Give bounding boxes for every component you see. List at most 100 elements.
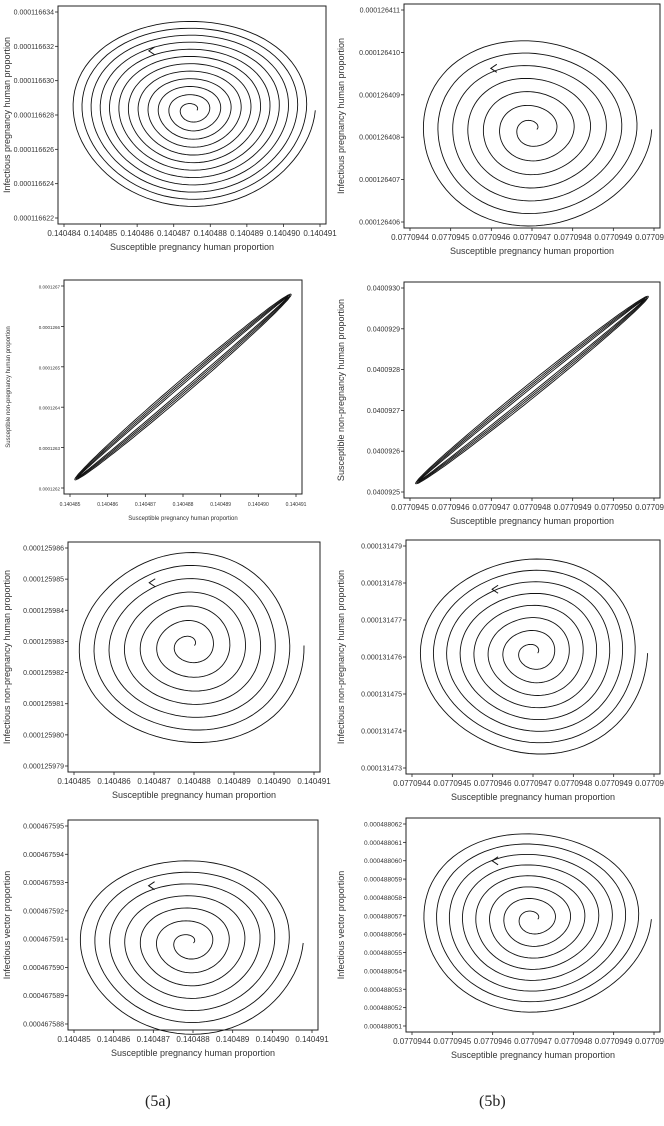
- x-tick-label: 0.140487: [137, 1035, 171, 1044]
- direction-arrow: [491, 856, 499, 866]
- y-tick-label: 0.000126410: [359, 50, 400, 57]
- x-tick-label: 0.0770944: [393, 1037, 431, 1046]
- y-tick-label: 0.000131474: [361, 729, 402, 736]
- y-tick-label: 0.000125980: [23, 732, 64, 739]
- y-tick-label: 0.000116624: [14, 181, 54, 188]
- phase-plot-r0c1-svg: 0.0770944 0.0770945 0.0770946 0.0770947 0.07…: [336, 3, 664, 256]
- trajectory-curve: [422, 40, 653, 227]
- x-tick-label: 0.0770948: [554, 233, 592, 242]
- y-tick-label: 0.000467591: [23, 937, 64, 944]
- y-tick-label: 0.000125984: [23, 608, 64, 615]
- phase-plot-r3c1-svg: 0.0770944 0.0770945 0.0770946 0.0770947 0.07…: [336, 817, 664, 1060]
- trajectory-loop: [415, 295, 649, 485]
- y-axis-label: Infectious vector proportion: [336, 871, 346, 980]
- y-tick-label: 0.000488052: [364, 1005, 402, 1012]
- direction-arrow: [491, 584, 499, 594]
- y-tick-label: 0.000116628: [14, 113, 54, 120]
- y-axis-label: Infectious pregnancy human proportion: [2, 37, 12, 193]
- direction-arrow: [147, 46, 156, 56]
- y-tick-label: 0.000131477: [361, 618, 402, 625]
- y-tick-label: 0.0001262: [39, 487, 61, 492]
- trajectory-loop: [419, 299, 645, 481]
- x-tick-label: 0.0770950: [635, 1037, 664, 1046]
- x-tick-label: 0.0770948: [554, 1037, 592, 1046]
- x-tick-label: 0.0770946: [474, 1037, 512, 1046]
- y-tick-label: 0.000131475: [361, 692, 402, 699]
- y-tick-label: 0.000467588: [23, 1022, 64, 1029]
- x-tick-label: 0.0770950: [594, 503, 632, 512]
- x-tick-label: 0.140486: [120, 229, 154, 238]
- y-tick-label: 0.000131479: [361, 544, 402, 551]
- trajectory-loop: [418, 297, 646, 483]
- y-tick-label: 0.000488051: [364, 1024, 402, 1031]
- trajectory-loop: [416, 296, 648, 484]
- y-tick-label: 0.000488058: [364, 895, 402, 902]
- phase-plot-r2c1-svg: 0.0770944 0.0770945 0.0770946 0.0770947 0.07…: [336, 539, 664, 802]
- y-tick-label: 0.000488059: [364, 877, 402, 884]
- phase-plot-r3c0-svg: 0.140485 0.140486 0.140487 0.140488 0.140489…: [2, 819, 329, 1058]
- x-tick-label: 0.0770944: [391, 233, 429, 242]
- y-tick-label: 0.0400927: [367, 408, 400, 415]
- y-axis-label: Susceptible non-pregnancy human proporti…: [336, 299, 346, 481]
- plot-frame: [403, 281, 661, 499]
- y-axis-label: Infectious vector proportion: [2, 871, 12, 980]
- trajectory-curve: [419, 558, 649, 755]
- x-tick-label: 0.0770945: [433, 1037, 471, 1046]
- phase-plot-r0c1: 0.0770944 0.0770945 0.0770946 0.0770947 0.07…: [334, 0, 664, 262]
- y-tick-label: 0.000125985: [23, 577, 64, 584]
- trajectory-loop: [74, 293, 292, 481]
- trajectory-curve: [72, 20, 316, 207]
- phase-plot-r2c0: 0.140485 0.140486 0.140487 0.140488 0.140489…: [0, 536, 331, 808]
- direction-arrow: [147, 881, 155, 891]
- y-tick-label: 0.000125981: [23, 701, 64, 708]
- x-tick-label: 0.140491: [303, 229, 337, 238]
- x-tick-label: 0.140485: [60, 502, 81, 508]
- x-axis-label: Susceptible pregnancy human proportion: [450, 516, 614, 526]
- y-tick-label: 0.000131473: [361, 766, 402, 773]
- y-tick-label: 0.000125982: [23, 670, 64, 677]
- x-tick-label: 0.0770946: [432, 503, 470, 512]
- phase-plot-r2c0-svg: 0.140485 0.140486 0.140487 0.140488 0.140489…: [2, 541, 331, 800]
- x-tick-label: 0.0770946: [474, 779, 512, 788]
- y-tick-label: 0.000116634: [14, 10, 54, 17]
- x-tick-label: 0.140488: [194, 229, 228, 238]
- x-axis-label: Susceptible pregnancy human proportion: [112, 790, 276, 800]
- x-tick-label: 0.140490: [256, 1035, 290, 1044]
- x-axis-label: Susceptible pregnancy human proportion: [128, 516, 237, 522]
- trajectory-curve: [79, 860, 304, 1035]
- phase-plot-r3c1: 0.0770944 0.0770945 0.0770946 0.0770947 0.07…: [334, 814, 664, 1066]
- x-tick-label: 0.0770945: [432, 233, 470, 242]
- x-tick-label: 0.0770948: [513, 503, 551, 512]
- x-tick-label: 0.0770951: [635, 503, 664, 512]
- direction-arrow: [148, 578, 156, 588]
- x-tick-label: 0.0770949: [594, 233, 632, 242]
- trajectory-loop: [77, 295, 289, 479]
- y-tick-label: 0.000116622: [14, 216, 54, 223]
- x-tick-label: 0.140489: [210, 502, 231, 508]
- plot-frame: [403, 3, 661, 229]
- y-tick-label: 0.0001264: [39, 406, 61, 411]
- x-tick-label: 0.0770948: [554, 779, 592, 788]
- y-tick-label: 0.000126411: [360, 8, 400, 15]
- x-tick-label: 0.140485: [57, 1035, 91, 1044]
- y-tick-label: 0.000488060: [364, 858, 402, 865]
- plot-frame: [57, 5, 327, 225]
- x-axis-label: Susceptible pregnancy human proportion: [110, 242, 274, 252]
- x-tick-label: 0.140488: [173, 502, 194, 508]
- phase-plot-r1c1-svg: 0.0770945 0.0770946 0.0770947 0.0770948 0.07…: [336, 281, 664, 526]
- y-tick-label: 0.0001266: [39, 325, 61, 330]
- y-tick-label: 0.0001267: [39, 285, 61, 290]
- y-tick-label: 0.0400928: [367, 367, 400, 374]
- x-tick-label: 0.140485: [84, 229, 118, 238]
- x-tick-label: 0.140490: [257, 777, 291, 786]
- x-tick-label: 0.0770946: [472, 233, 510, 242]
- x-tick-label: 0.140488: [176, 1035, 210, 1044]
- y-tick-label: 0.0400929: [367, 326, 400, 333]
- x-tick-label: 0.140489: [216, 1035, 250, 1044]
- x-tick-label: 0.0770949: [554, 503, 592, 512]
- x-tick-label: 0.0770945: [391, 503, 429, 512]
- plot-frame: [67, 541, 321, 773]
- plot-frame: [67, 819, 319, 1031]
- plot-frame: [405, 817, 661, 1033]
- x-tick-label: 0.140484: [47, 229, 81, 238]
